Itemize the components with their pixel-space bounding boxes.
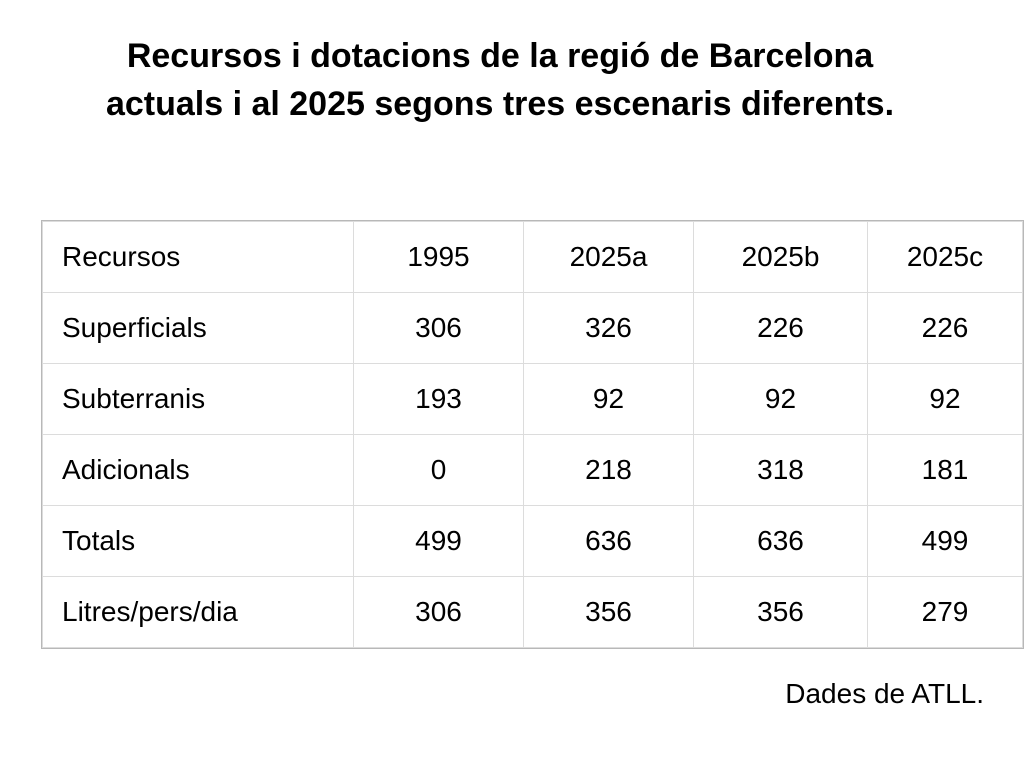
title-line-1: Recursos i dotacions de la regió de Barc… [126, 37, 874, 75]
table-cell: 356 [693, 576, 868, 648]
table-cell: 306 [353, 292, 524, 364]
table-cell: 92 [867, 363, 1023, 435]
header-cell-2025c: 2025c [867, 221, 1023, 293]
table-cell: 0 [353, 434, 524, 506]
header-cell-1995: 1995 [353, 221, 524, 293]
table-cell: 181 [867, 434, 1023, 506]
title-line-2: actuals i al 2025 segons tres escenaris … [105, 85, 895, 123]
table-cell: 499 [353, 505, 524, 577]
row-label: Adicionals [42, 434, 354, 506]
table-row-adicionals: Adicionals 0 218 318 181 [42, 434, 1023, 506]
row-label: Subterranis [42, 363, 354, 435]
table-row-superficials: Superficials 306 326 226 226 [42, 292, 1023, 364]
table-cell: 279 [867, 576, 1023, 648]
table-cell: 306 [353, 576, 524, 648]
page-title: Recursos i dotacions de la regió de Barc… [0, 32, 1000, 128]
table-row-subterranis: Subterranis 193 92 92 92 [42, 363, 1023, 435]
table-cell: 356 [523, 576, 694, 648]
table-cell: 218 [523, 434, 694, 506]
header-cell-2025a: 2025a [523, 221, 694, 293]
row-label: Superficials [42, 292, 354, 364]
row-label: Litres/pers/dia [42, 576, 354, 648]
header-cell-recursos: Recursos [42, 221, 354, 293]
table-cell: 636 [523, 505, 694, 577]
source-note: Dades de ATLL. [785, 678, 984, 709]
table-cell: 318 [693, 434, 868, 506]
header-cell-2025b: 2025b [693, 221, 868, 293]
table-cell: 326 [523, 292, 694, 364]
table-header-row: Recursos 1995 2025a 2025b 2025c [42, 221, 1023, 293]
table-row-litres-pers-dia: Litres/pers/dia 306 356 356 279 [42, 576, 1023, 648]
table-row-totals: Totals 499 636 636 499 [42, 505, 1023, 577]
table-cell: 226 [867, 292, 1023, 364]
table-cell: 92 [523, 363, 694, 435]
table-cell: 92 [693, 363, 868, 435]
table-cell: 193 [353, 363, 524, 435]
row-label: Totals [42, 505, 354, 577]
table-cell: 226 [693, 292, 868, 364]
resources-table: Recursos 1995 2025a 2025b 2025c Superfic… [41, 220, 1024, 649]
table-cell: 499 [867, 505, 1023, 577]
table-cell: 636 [693, 505, 868, 577]
